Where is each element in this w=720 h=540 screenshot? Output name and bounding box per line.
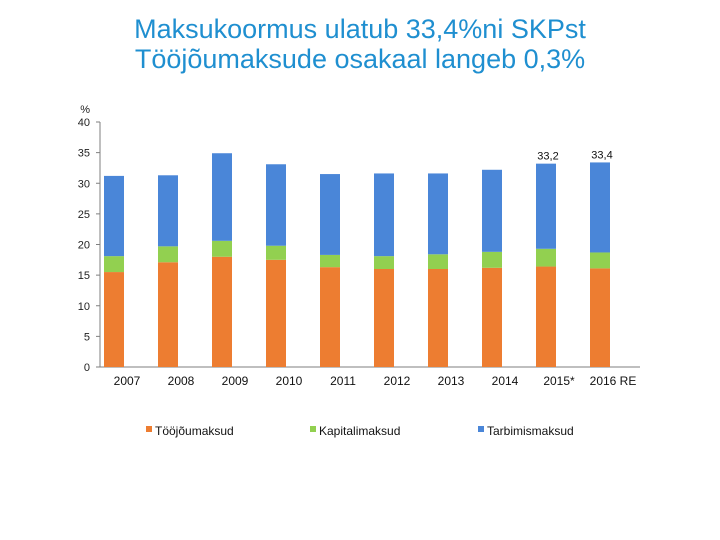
bar-segment xyxy=(482,267,502,367)
bar-segment xyxy=(428,254,448,269)
x-tick-label: 2015* xyxy=(543,374,575,388)
x-tick-label: 2016 RE xyxy=(590,374,637,388)
bar-segment xyxy=(482,169,502,252)
bar-segment xyxy=(428,173,448,255)
legend-swatch xyxy=(310,426,316,432)
y-tick-label: 15 xyxy=(78,270,90,282)
x-tick-label: 2014 xyxy=(492,374,519,388)
data-label: 33,4 xyxy=(591,149,612,161)
legend-label: Kapitalimaksud xyxy=(319,424,400,438)
legend-swatch xyxy=(146,426,152,432)
bar-segment xyxy=(104,256,124,273)
bar-segment xyxy=(212,240,232,257)
bar-segment xyxy=(374,256,394,269)
bar-segment xyxy=(158,246,178,263)
bar-segment xyxy=(266,164,286,246)
bar-segment xyxy=(212,153,232,241)
x-tick-label: 2011 xyxy=(330,374,356,388)
legend-label: Tööjõumaksud xyxy=(155,424,234,438)
y-tick-label: 20 xyxy=(78,240,90,252)
y-tick-label: 35 xyxy=(78,148,90,160)
data-label: 33,2 xyxy=(537,151,558,163)
bar-segment xyxy=(590,252,610,269)
y-tick-label: 25 xyxy=(78,209,90,221)
legend-label: Tarbimismaksud xyxy=(487,424,574,438)
y-tick-label: 30 xyxy=(78,178,90,190)
bar-segment xyxy=(536,266,556,367)
y-tick-label: 0 xyxy=(84,362,90,374)
bar-segment xyxy=(104,175,124,257)
bar-segment xyxy=(590,268,610,367)
y-axis-unit-label: % xyxy=(80,104,90,116)
x-tick-label: 2007 xyxy=(114,374,141,388)
chart-title-line-2: Tööjõumaksude osakaal langeb 0,3% xyxy=(134,44,586,74)
bar-segment xyxy=(104,272,124,367)
chart-title: Maksukoormus ulatub 33,4%ni SKPst Tööjõu… xyxy=(0,14,720,74)
bar-segment xyxy=(536,163,556,249)
bar-segment xyxy=(212,256,232,367)
x-tick-label: 2009 xyxy=(222,374,249,388)
bar-segment xyxy=(158,175,178,247)
bar-segment xyxy=(266,259,286,367)
x-tick-label: 2008 xyxy=(168,374,195,388)
legend-swatch xyxy=(478,426,484,432)
y-tick-label: 5 xyxy=(84,331,90,343)
bar-segment xyxy=(266,245,286,260)
bar-segment xyxy=(482,251,502,268)
bar-segment xyxy=(374,173,394,257)
bar-segment xyxy=(374,269,394,367)
y-tick-label: 40 xyxy=(78,117,90,129)
bar-segment xyxy=(590,162,610,253)
chart-title-line-1: Maksukoormus ulatub 33,4%ni SKPst xyxy=(134,14,586,44)
bar-segment xyxy=(428,269,448,367)
bar-segment xyxy=(320,254,340,268)
y-tick-label: 10 xyxy=(78,301,90,313)
x-tick-label: 2010 xyxy=(276,374,303,388)
x-tick-label: 2012 xyxy=(384,374,411,388)
bar-segment xyxy=(320,174,340,255)
bar-segment xyxy=(536,248,556,267)
bar-segment xyxy=(320,267,340,367)
x-tick-label: 2013 xyxy=(438,374,465,388)
bar-segment xyxy=(158,262,178,367)
